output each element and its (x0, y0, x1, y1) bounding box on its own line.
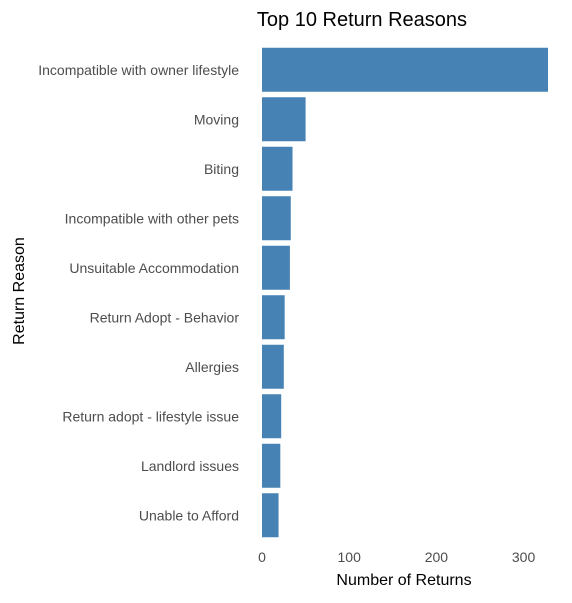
bar (262, 47, 548, 92)
x-tick-label: 300 (512, 549, 536, 565)
chart-title: Top 10 Return Reasons (257, 9, 467, 31)
x-tick-label: 200 (425, 549, 449, 565)
bar (262, 394, 282, 439)
y-tick-label: Moving (194, 111, 239, 127)
bar (262, 344, 284, 389)
y-tick-label: Unable to Afford (139, 507, 239, 523)
y-tick-labels: Incompatible with owner lifestyle Moving B… (38, 62, 239, 524)
bar (262, 245, 290, 290)
y-tick-label: Return Adopt - Behavior (90, 309, 240, 325)
bar (262, 146, 293, 191)
bars-layer (262, 47, 548, 538)
bar (262, 196, 291, 241)
y-tick-label: Biting (204, 161, 239, 177)
x-tick-label: 100 (338, 549, 362, 565)
x-axis-title: Number of Returns (336, 572, 471, 589)
bar (262, 295, 285, 340)
y-tick-label: Unsuitable Accommodation (69, 260, 239, 276)
y-tick-label: Allergies (185, 359, 239, 375)
x-tick-label: 0 (258, 549, 266, 565)
y-tick-label: Incompatible with other pets (65, 210, 239, 226)
x-tick-labels: 0 100 200 300 (258, 549, 535, 565)
bar (262, 97, 306, 142)
y-tick-label: Incompatible with owner lifestyle (38, 62, 239, 78)
bar (262, 443, 281, 488)
y-tick-label: Return adopt - lifestyle issue (62, 408, 239, 424)
y-tick-label: Landlord issues (141, 458, 239, 474)
bar (262, 493, 279, 538)
y-axis-title: Return Reason (11, 237, 28, 345)
